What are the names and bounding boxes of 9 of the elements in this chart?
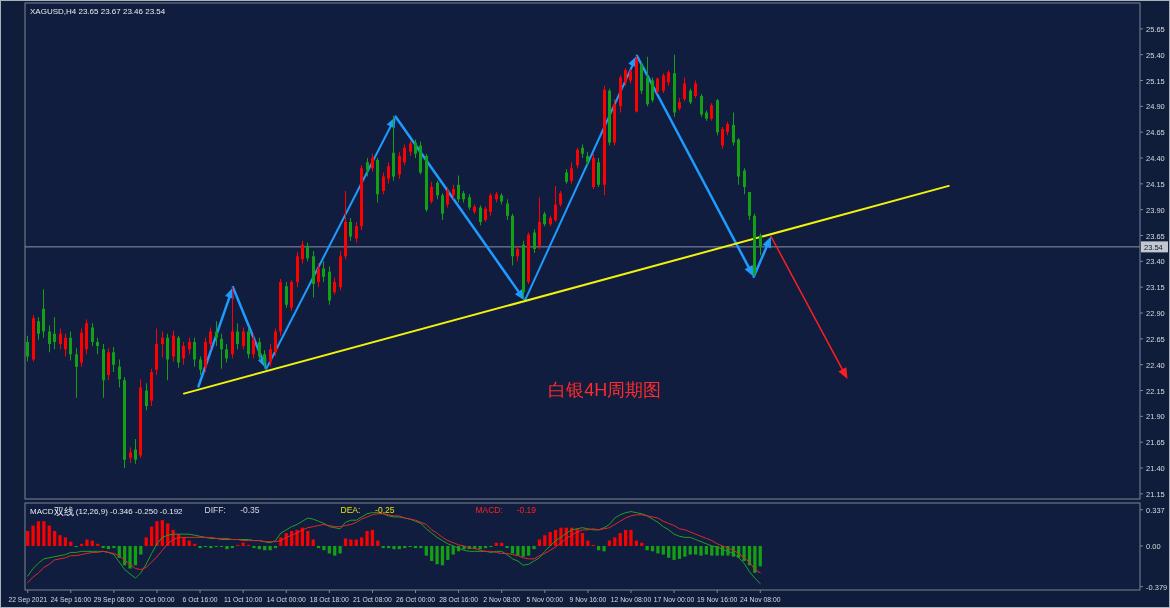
annotation: DIFF: bbox=[204, 504, 226, 515]
annotation: 白银4H周期图 bbox=[548, 379, 662, 400]
text: XAGUSD,H4 23.65 23.67 23.46 23.54 bbox=[30, 6, 166, 16]
annotation: -0.35 bbox=[240, 504, 260, 515]
annotation: MACD: bbox=[475, 504, 503, 515]
annotation: -0.19 bbox=[516, 504, 537, 515]
annotation: -0.25 bbox=[375, 504, 395, 515]
chart-title: MACD双线 (12,26,9) -0.346 -0.250 -0.192 bbox=[30, 505, 184, 517]
annotation: DEA: bbox=[340, 504, 361, 515]
